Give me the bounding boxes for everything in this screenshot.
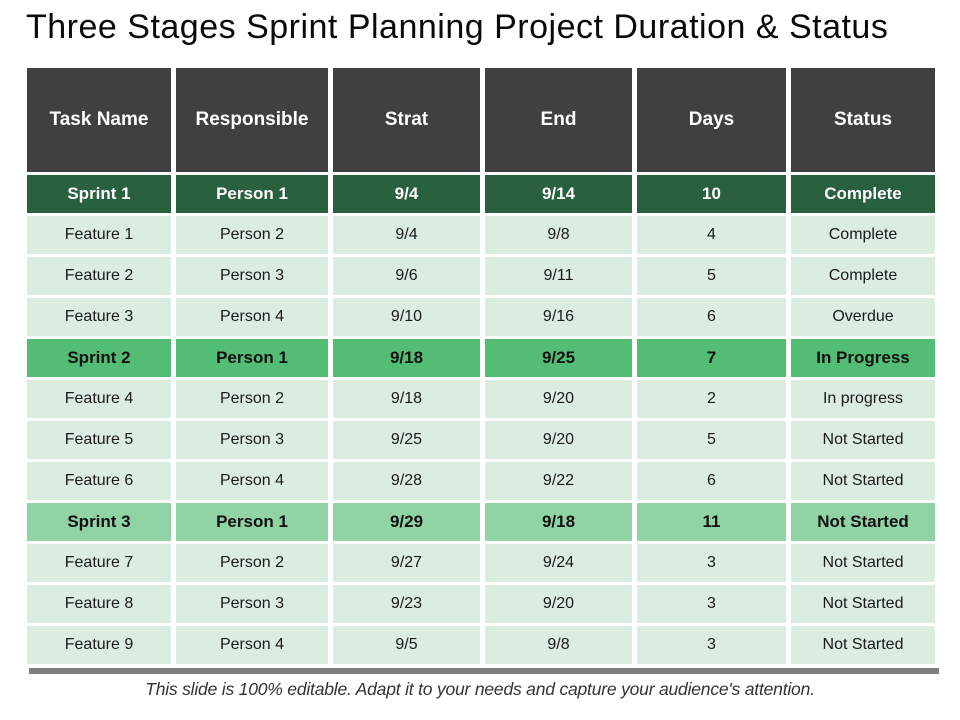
column-header: End bbox=[485, 68, 632, 172]
table-cell: Not Started bbox=[791, 585, 935, 623]
table-cell: 2 bbox=[637, 380, 786, 418]
table-cell: Person 2 bbox=[176, 216, 328, 254]
table-cell: Feature 3 bbox=[27, 298, 171, 336]
table-cell: 9/4 bbox=[333, 175, 480, 213]
table-cell: 9/25 bbox=[485, 339, 632, 377]
table-row: Feature 2 Person 3 9/6 9/11 5 Complete bbox=[27, 257, 935, 295]
table-row: Sprint 2 Person 1 9/18 9/25 7 In Progress bbox=[27, 339, 935, 377]
table-cell: 9/8 bbox=[485, 216, 632, 254]
table-cell: Feature 8 bbox=[27, 585, 171, 623]
table-row: Feature 5 Person 3 9/25 9/20 5 Not Started bbox=[27, 421, 935, 459]
table-cell: 9/18 bbox=[333, 380, 480, 418]
column-header: Days bbox=[637, 68, 786, 172]
table-cell: 3 bbox=[637, 585, 786, 623]
table-cell: 11 bbox=[637, 503, 786, 541]
column-header: Responsible bbox=[176, 68, 328, 172]
table-cell: Person 4 bbox=[176, 298, 328, 336]
table-cell: 9/23 bbox=[333, 585, 480, 623]
column-header: Strat bbox=[333, 68, 480, 172]
table-cell: 9/10 bbox=[333, 298, 480, 336]
table-cell: 9/6 bbox=[333, 257, 480, 295]
table-cell: Not Started bbox=[791, 462, 935, 500]
footer-note: This slide is 100% editable. Adapt it to… bbox=[145, 679, 815, 699]
table-cell: Sprint 1 bbox=[27, 175, 171, 213]
table-cell: Feature 9 bbox=[27, 626, 171, 664]
table-row: Feature 3 Person 4 9/10 9/16 6 Overdue bbox=[27, 298, 935, 336]
table-cell: 9/8 bbox=[485, 626, 632, 664]
table-cell: In progress bbox=[791, 380, 935, 418]
table-cell: 9/24 bbox=[485, 544, 632, 582]
table-row: Sprint 3 Person 1 9/29 9/18 11 Not Started bbox=[27, 503, 935, 541]
table-row: Feature 6 Person 4 9/28 9/22 6 Not Started bbox=[27, 462, 935, 500]
table-cell: Person 1 bbox=[176, 503, 328, 541]
table-cell: Not Started bbox=[791, 544, 935, 582]
table-row: Sprint 1 Person 1 9/4 9/14 10 Complete bbox=[27, 175, 935, 213]
table-cell: Person 3 bbox=[176, 585, 328, 623]
table-cell: In Progress bbox=[791, 339, 935, 377]
table-cell: 4 bbox=[637, 216, 786, 254]
table-cell: Sprint 3 bbox=[27, 503, 171, 541]
table-cell: Person 2 bbox=[176, 544, 328, 582]
table-cell: 9/20 bbox=[485, 421, 632, 459]
column-header: Status bbox=[791, 68, 935, 172]
table-cell: Complete bbox=[791, 175, 935, 213]
table-header-row: Task Name Responsible Strat End Days Status bbox=[27, 68, 935, 172]
sprint-planning-table: Task Name Responsible Strat End Days Status S… bbox=[22, 65, 940, 667]
table-cell: Person 3 bbox=[176, 257, 328, 295]
table-cell: Feature 1 bbox=[27, 216, 171, 254]
table-cell: 7 bbox=[637, 339, 786, 377]
table-cell: Feature 4 bbox=[27, 380, 171, 418]
table-cell: Person 3 bbox=[176, 421, 328, 459]
table-row: Feature 7 Person 2 9/27 9/24 3 Not Started bbox=[27, 544, 935, 582]
table-cell: Sprint 2 bbox=[27, 339, 171, 377]
table-cell: 9/29 bbox=[333, 503, 480, 541]
table-cell: 9/20 bbox=[485, 380, 632, 418]
table-cell: Person 1 bbox=[176, 339, 328, 377]
table-cell: Overdue bbox=[791, 298, 935, 336]
table-cell: 9/22 bbox=[485, 462, 632, 500]
table-cell: 9/4 bbox=[333, 216, 480, 254]
table-cell: 9/25 bbox=[333, 421, 480, 459]
table-cell: Feature 5 bbox=[27, 421, 171, 459]
table-cell: Not Started bbox=[791, 503, 935, 541]
table-cell: Feature 6 bbox=[27, 462, 171, 500]
table-cell: Not Started bbox=[791, 421, 935, 459]
table-cell: 6 bbox=[637, 298, 786, 336]
table-cell: 9/11 bbox=[485, 257, 632, 295]
table-row: Feature 9 Person 4 9/5 9/8 3 Not Started bbox=[27, 626, 935, 664]
table-header: Task Name Responsible Strat End Days Status bbox=[27, 68, 935, 172]
page-title: Three Stages Sprint Planning Project Dur… bbox=[26, 8, 889, 46]
table-cell: 9/20 bbox=[485, 585, 632, 623]
table-cell: 5 bbox=[637, 257, 786, 295]
table-bottom-shadow bbox=[29, 668, 939, 674]
table-row: Feature 4 Person 2 9/18 9/20 2 In progress bbox=[27, 380, 935, 418]
table-cell: 6 bbox=[637, 462, 786, 500]
table-cell: 9/18 bbox=[333, 339, 480, 377]
table-cell: 9/28 bbox=[333, 462, 480, 500]
table-cell: Not Started bbox=[791, 626, 935, 664]
table-cell: Complete bbox=[791, 257, 935, 295]
table-cell: 9/27 bbox=[333, 544, 480, 582]
table-cell: Feature 7 bbox=[27, 544, 171, 582]
table-cell: 10 bbox=[637, 175, 786, 213]
table-cell: Feature 2 bbox=[27, 257, 171, 295]
table-cell: Person 1 bbox=[176, 175, 328, 213]
column-header: Task Name bbox=[27, 68, 171, 172]
table-cell: Person 2 bbox=[176, 380, 328, 418]
table-row: Feature 8 Person 3 9/23 9/20 3 Not Started bbox=[27, 585, 935, 623]
table-cell: Person 4 bbox=[176, 462, 328, 500]
sprint-table-body: Sprint 1 Person 1 9/4 9/14 10 Complete Feature… bbox=[27, 175, 935, 664]
table-cell: Complete bbox=[791, 216, 935, 254]
table-cell: 3 bbox=[637, 544, 786, 582]
table-cell: 9/5 bbox=[333, 626, 480, 664]
table-cell: 9/14 bbox=[485, 175, 632, 213]
table-cell: 9/16 bbox=[485, 298, 632, 336]
table-row: Feature 1 Person 2 9/4 9/8 4 Complete bbox=[27, 216, 935, 254]
table-cell: 3 bbox=[637, 626, 786, 664]
table-cell: 9/18 bbox=[485, 503, 632, 541]
table-cell: Person 4 bbox=[176, 626, 328, 664]
table-cell: 5 bbox=[637, 421, 786, 459]
